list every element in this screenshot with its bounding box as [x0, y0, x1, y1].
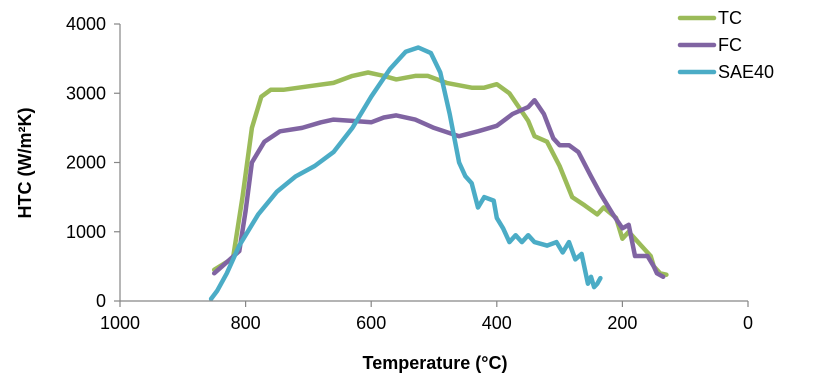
series-line-fc — [211, 97, 666, 280]
chart-legend: TC FC SAE40 — [677, 8, 774, 82]
x-tick-label: 200 — [607, 313, 637, 333]
x-axis-title: Temperature (°C) — [363, 353, 508, 373]
y-tick-label: 1000 — [66, 222, 106, 242]
y-axis-title: HTC (W/m²K) — [15, 108, 35, 219]
x-tick-label: 1000 — [100, 313, 140, 333]
series-line-sae40 — [208, 45, 603, 302]
legend-label-fc: FC — [718, 35, 742, 55]
legend-label-tc: TC — [718, 8, 742, 28]
x-tick-label: 400 — [482, 313, 512, 333]
y-tick-label: 2000 — [66, 153, 106, 173]
x-tick-label: 600 — [356, 313, 386, 333]
y-tick-label: 0 — [96, 291, 106, 311]
legend-label-sae40: SAE40 — [718, 62, 774, 82]
y-axis-ticks: 0 1000 2000 3000 4000 — [66, 14, 120, 311]
y-tick-label: 4000 — [66, 14, 106, 34]
y-tick-label: 3000 — [66, 83, 106, 103]
series-line-tc — [211, 70, 669, 277]
x-tick-label: 0 — [743, 313, 753, 333]
x-axis-ticks: 1000 800 600 400 200 0 — [100, 301, 753, 333]
plot-series-group — [208, 45, 669, 302]
x-tick-label: 800 — [231, 313, 261, 333]
